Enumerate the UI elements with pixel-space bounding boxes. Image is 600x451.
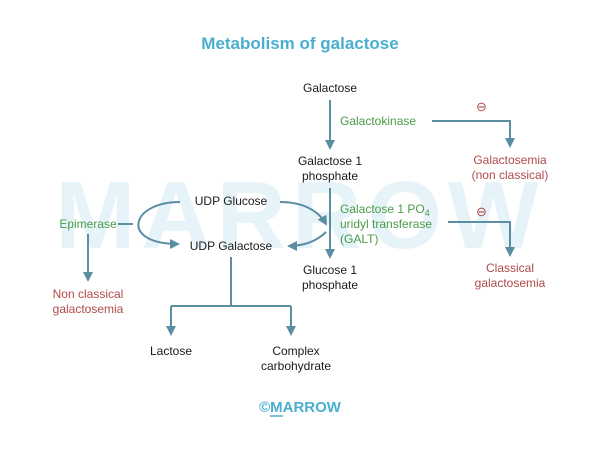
condition-classical-galactosemia-line2: galactosemia	[475, 276, 546, 290]
inhibition-minus-icon: ⊖	[476, 204, 487, 219]
node-galactose: Galactose	[303, 81, 357, 95]
node-galactose-1-phosphate-line1: Galactose 1	[298, 154, 362, 168]
condition-galactosemia-non-classical-line2: (non classical)	[472, 168, 549, 182]
diagram-title: Metabolism of galactose	[201, 34, 398, 53]
enzyme-galt-line2: uridyl transferase	[340, 217, 432, 231]
node-lactose: Lactose	[150, 344, 192, 358]
condition-classical-galactosemia-line1: Classical	[486, 261, 534, 275]
node-udp-galactose: UDP Galactose	[190, 239, 273, 253]
enzyme-galt-line1: Galactose 1 PO4	[340, 202, 430, 218]
enzyme-epimerase: Epimerase	[59, 217, 117, 231]
condition-galactosemia-non-classical-line1: Galactosemia	[473, 153, 547, 167]
node-complex-carbohydrate-line1: Complex	[272, 344, 319, 358]
condition-non-classical-galactosemia-line2: galactosemia	[53, 302, 124, 316]
node-galactose-1-phosphate-line2: phosphate	[302, 169, 358, 183]
node-glucose-1-phosphate-line1: Glucose 1	[303, 263, 357, 277]
node-udp-glucose: UDP Glucose	[195, 194, 268, 208]
copyright-label: ©MARROW	[259, 399, 342, 416]
node-glucose-1-phosphate-line2: phosphate	[302, 278, 358, 292]
arrow-galactokinase-to-galactosemia	[432, 121, 510, 146]
node-complex-carbohydrate-line2: carbohydrate	[261, 359, 331, 373]
enzyme-galactokinase: Galactokinase	[340, 114, 416, 128]
condition-non-classical-galactosemia-line1: Non classical	[53, 287, 124, 301]
inhibition-minus-icon: ⊖	[476, 99, 487, 114]
enzyme-galt-line3: (GALT)	[340, 232, 378, 246]
